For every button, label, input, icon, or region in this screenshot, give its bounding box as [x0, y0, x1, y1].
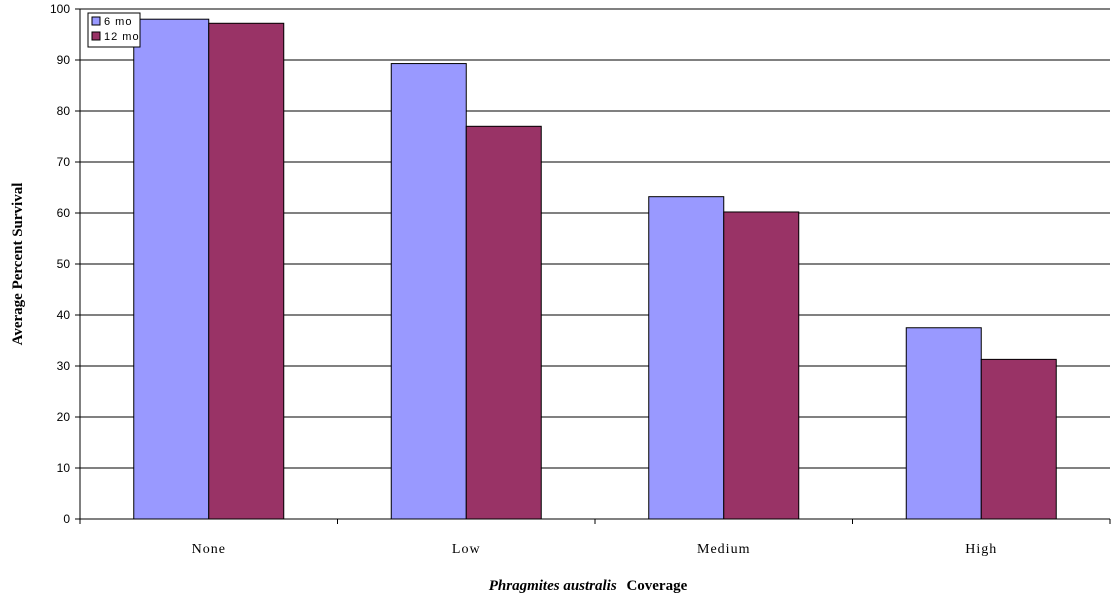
legend-swatch [91, 16, 101, 26]
legend-label: 6 mo [104, 16, 132, 28]
bar-6-mo-medium [648, 196, 725, 520]
legend-swatch [91, 31, 101, 41]
y-tick-label: 80 [57, 104, 71, 118]
legend-label: 12 mo [104, 31, 140, 43]
y-tick-label: 50 [57, 257, 71, 271]
x-axis-label: Phragmites australis Coverage [489, 578, 688, 594]
x-axis-label-rest: Coverage [626, 578, 687, 594]
x-category-labels: None Low Medium High [192, 542, 997, 557]
y-tick-label: 20 [57, 410, 71, 424]
bar-6-mo-low [390, 63, 467, 520]
y-tick-label: 70 [57, 155, 71, 169]
y-tick-label: 0 [63, 512, 70, 526]
x-axis-label-italic: Phragmites australis [489, 578, 617, 594]
y-tick-label: 100 [50, 2, 70, 16]
x-category-label: High [965, 542, 997, 557]
x-category-label: Medium [697, 542, 750, 557]
y-tick-labels: 0 10 20 30 40 50 60 70 80 90 100 [50, 2, 70, 526]
y-tick-label: 30 [57, 359, 71, 373]
x-category-label: Low [452, 542, 481, 557]
bar-6-mo-high [905, 327, 982, 520]
y-tick-label: 90 [57, 53, 71, 67]
legend: 6 mo 12 mo [87, 12, 141, 48]
bar-12-mo-none [208, 22, 285, 520]
bar-6-mo-none [133, 18, 210, 520]
bar-12-mo-low [465, 125, 542, 520]
axes [75, 8, 1111, 524]
y-tick-label: 10 [57, 461, 71, 475]
y-tick-label: 40 [57, 308, 71, 322]
x-category-label: None [192, 542, 226, 557]
y-tick-label: 60 [57, 206, 71, 220]
bar-12-mo-high [980, 358, 1057, 520]
bar-12-mo-medium [723, 211, 800, 520]
bars [133, 18, 1057, 520]
y-axis-label: Average Percent Survival [10, 183, 26, 346]
